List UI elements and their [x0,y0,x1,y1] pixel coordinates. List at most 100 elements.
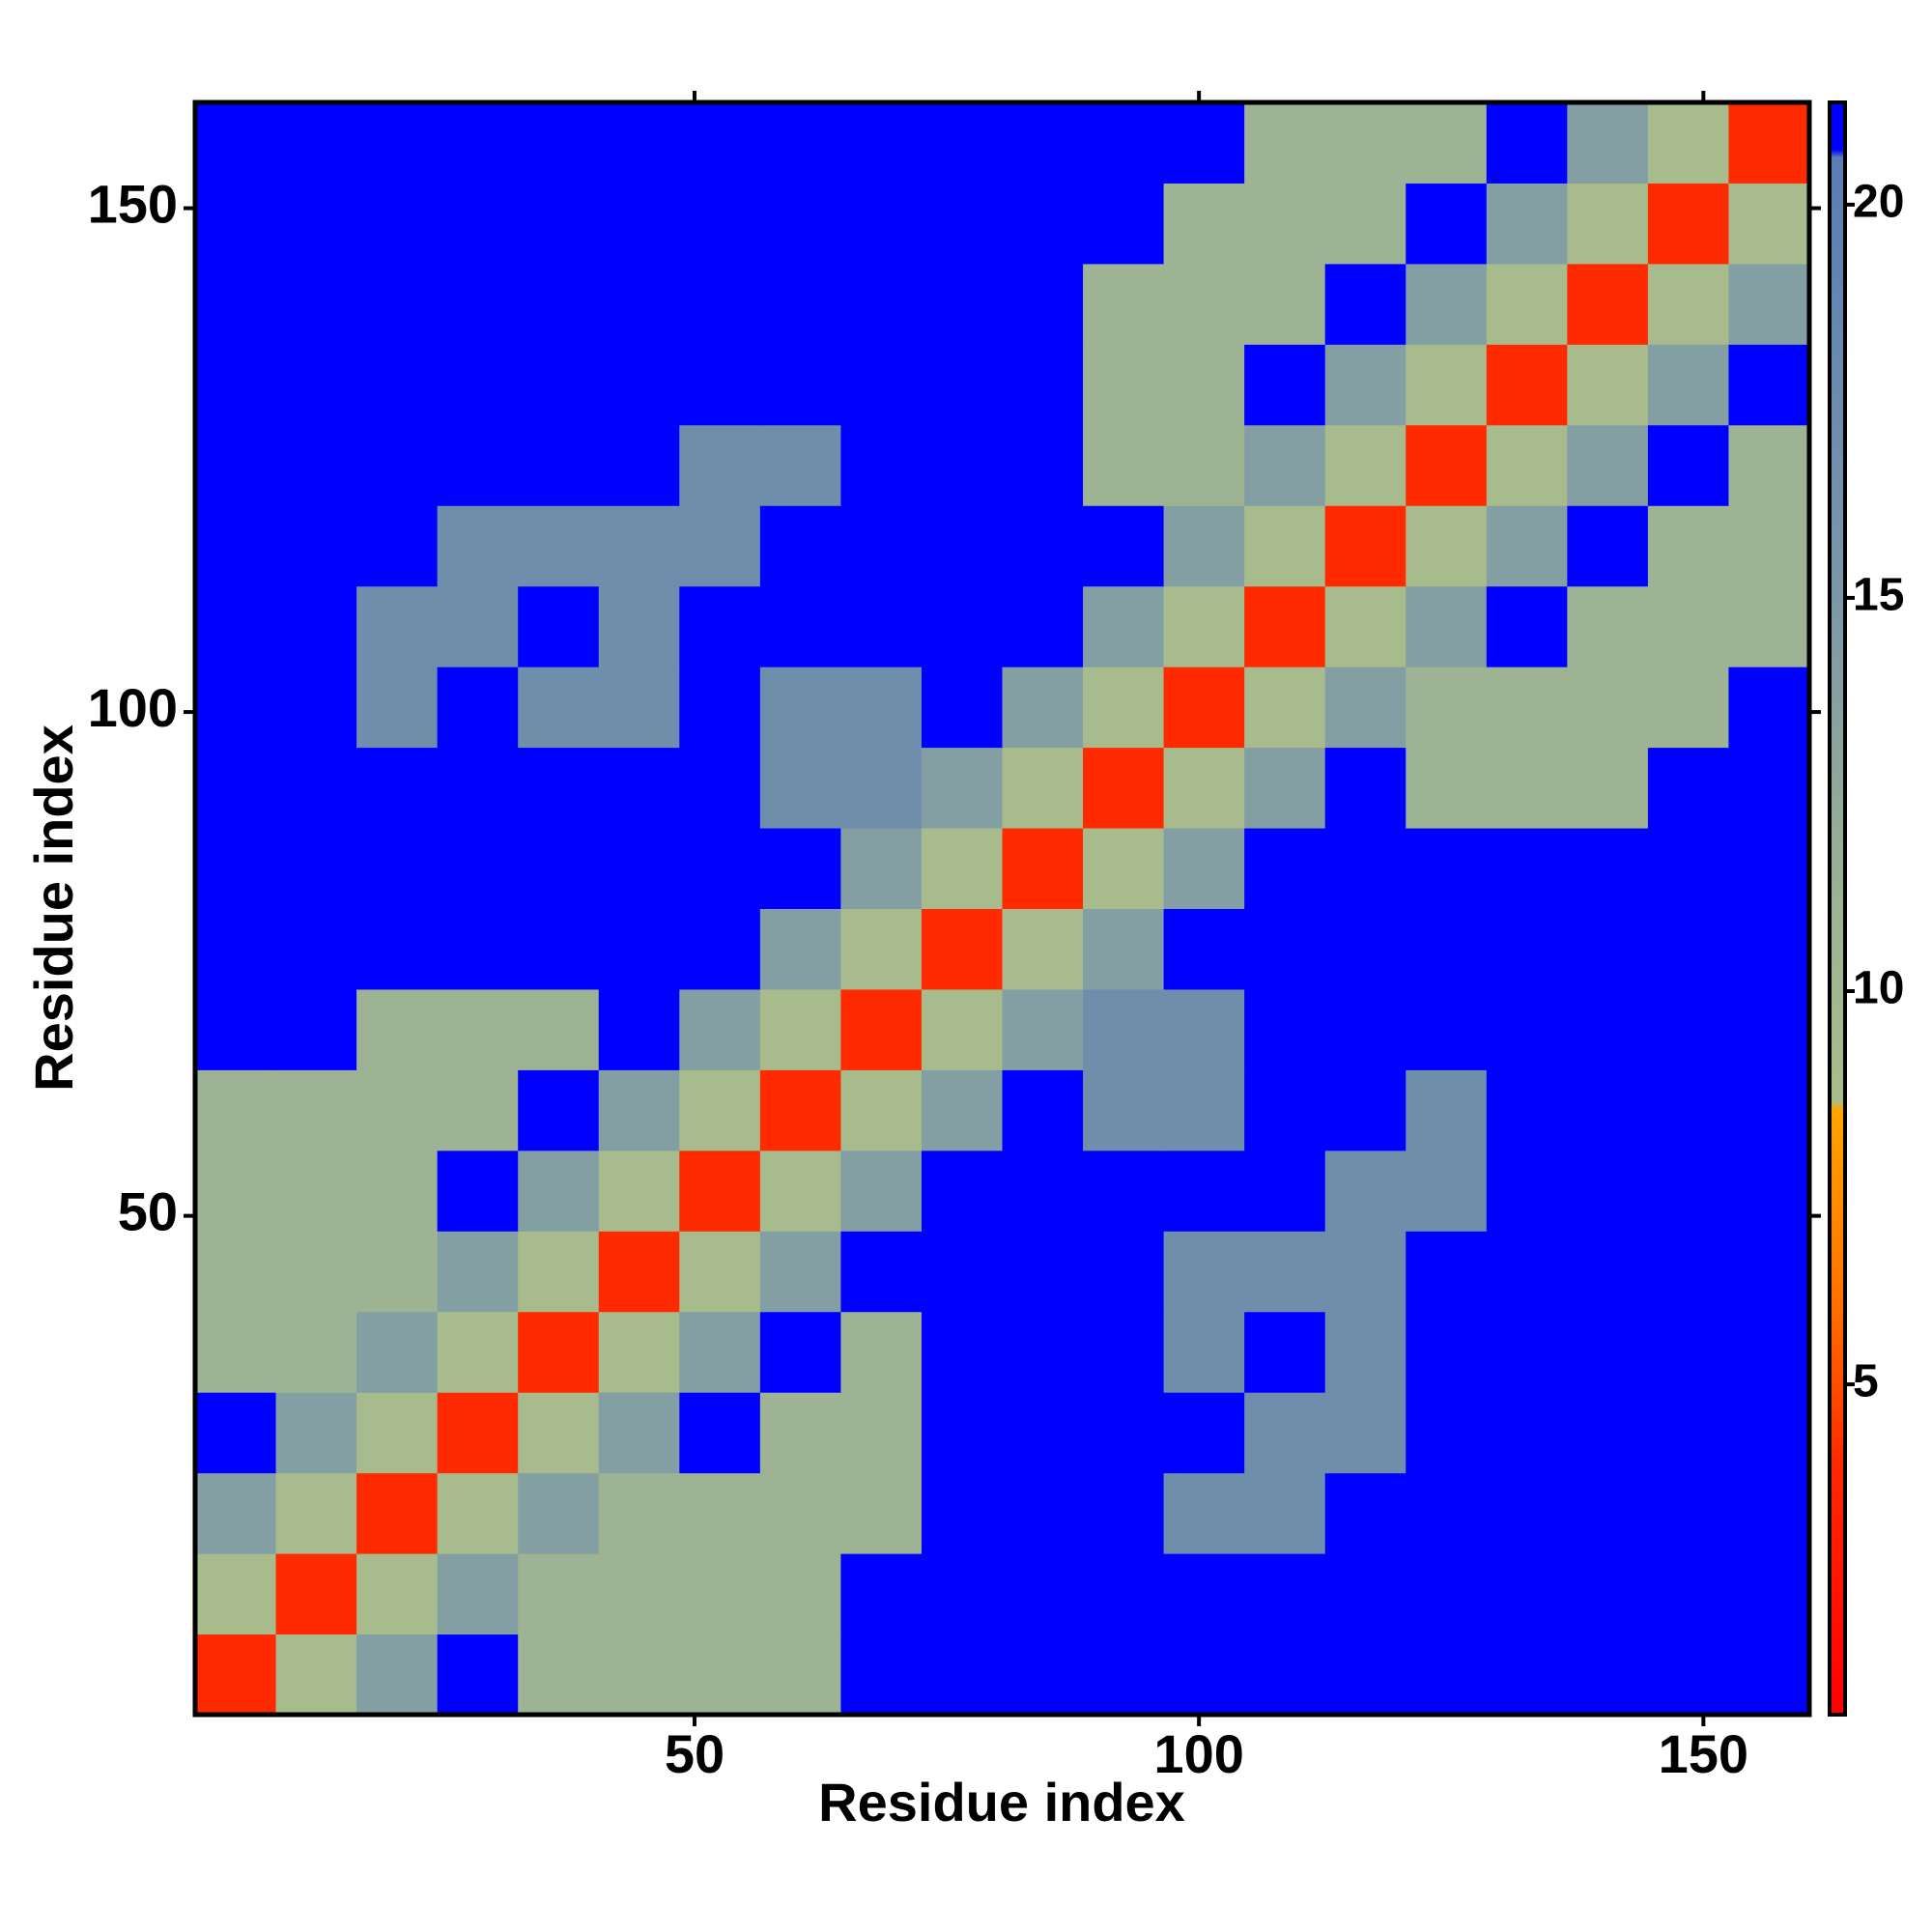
heatmap-cell [840,263,923,345]
heatmap-cell [1083,585,1165,668]
heatmap-cell [195,102,277,184]
heatmap-cell [1244,1150,1326,1232]
heatmap-cell [1647,1311,1729,1393]
heatmap-cell [275,828,357,909]
heatmap-cell [921,988,1003,1070]
heatmap-cell [195,667,277,749]
heatmap-cell [1647,747,1729,829]
heatmap-cell [921,1150,1003,1232]
heatmap-cell [1002,1231,1084,1313]
heatmap-cell [1647,344,1729,426]
heatmap-cell [1083,263,1165,345]
heatmap-cell [1002,183,1084,265]
heatmap-cell [679,344,761,426]
heatmap-cell [921,828,1003,909]
heatmap-cell [840,1472,923,1554]
heatmap-cell [518,988,600,1070]
heatmap-cell [679,585,761,668]
heatmap-cell [1002,585,1084,668]
heatmap-cell [759,102,841,184]
heatmap-cell [1002,344,1084,426]
heatmap-cell [759,424,841,506]
heatmap-cell [1486,585,1568,668]
heatmap-cell [195,828,277,909]
heatmap-cell [1324,585,1406,668]
heatmap-cell [518,667,600,749]
heatmap-cell [921,1231,1003,1313]
heatmap-cell [1486,747,1568,829]
heatmap-cell [1728,1553,1810,1635]
colorbar-tick-label: 20 [1853,177,1904,228]
heatmap-cell [759,1634,841,1716]
heatmap-cell [518,344,600,426]
heatmap-cell [921,344,1003,426]
heatmap-cell [679,828,761,909]
heatmap-cell [1486,988,1568,1070]
heatmap-cell [1163,1634,1245,1716]
heatmap-cell [356,1553,439,1635]
heatmap-cell [921,1553,1003,1635]
heatmap-cell [1083,828,1165,909]
heatmap-cell [840,505,923,587]
heatmap-cell [759,344,841,426]
heatmap-cell [356,747,439,829]
heatmap-cell [437,747,519,829]
heatmap-cell [1567,908,1649,990]
heatmap-cell [840,183,923,265]
heatmap-cell [1163,908,1245,990]
heatmap-cell [518,1150,600,1232]
heatmap-cell [275,1311,357,1393]
heatmap-cell [275,1231,357,1313]
heatmap-cell [275,988,357,1070]
heatmap-cell [759,1069,841,1151]
heatmap-cell [1728,102,1810,184]
heatmap-cell [1163,1392,1245,1474]
x-tick-label: 100 [1153,1723,1243,1784]
heatmap-cell [1406,585,1488,668]
heatmap-cell [1244,1311,1326,1393]
heatmap-cell [759,908,841,990]
heatmap-cell [275,908,357,990]
heatmap-cell [437,263,519,345]
heatmap-cell [1406,263,1488,345]
heatmap-cell [1406,828,1488,909]
heatmap-cell [759,263,841,345]
heatmap-cell [275,667,357,749]
heatmap-cell [1324,908,1406,990]
heatmap-cell [195,1231,277,1313]
heatmap-cell [840,424,923,506]
heatmap-cell [759,585,841,668]
heatmap-cell [275,344,357,426]
heatmap-cell [1647,505,1729,587]
heatmap-cell [518,1311,600,1393]
heatmap-cell [598,1231,680,1313]
heatmap-cell [1647,102,1729,184]
heatmap-cell [679,183,761,265]
heatmap-cell [1163,263,1245,345]
heatmap-cell [598,263,680,345]
heatmap-cell [518,908,600,990]
heatmap-cell [840,1634,923,1716]
heatmap-cell [1486,263,1568,345]
heatmap-cell [921,1069,1003,1151]
heatmap-cell [1728,988,1810,1070]
heatmap-cell [1567,1069,1649,1151]
heatmap-cell [1324,1392,1406,1474]
heatmap-cell [759,1231,841,1313]
heatmap-cell [1567,747,1649,829]
heatmap-cell [356,183,439,265]
heatmap-cell [1486,102,1568,184]
heatmap-cell [518,505,600,587]
heatmap-cell [437,102,519,184]
heatmap-cell [518,1472,600,1554]
heatmap-cell [275,263,357,345]
heatmap-cell [195,1150,277,1232]
heatmap-cell [1002,263,1084,345]
heatmap-cell [1244,505,1326,587]
heatmap-cell [437,344,519,426]
heatmap-cell [356,505,439,587]
x-axis-title: Residue index [818,1772,1185,1833]
heatmap-cell [1324,1311,1406,1393]
heatmap-cell [921,908,1003,990]
heatmap-cell [679,263,761,345]
